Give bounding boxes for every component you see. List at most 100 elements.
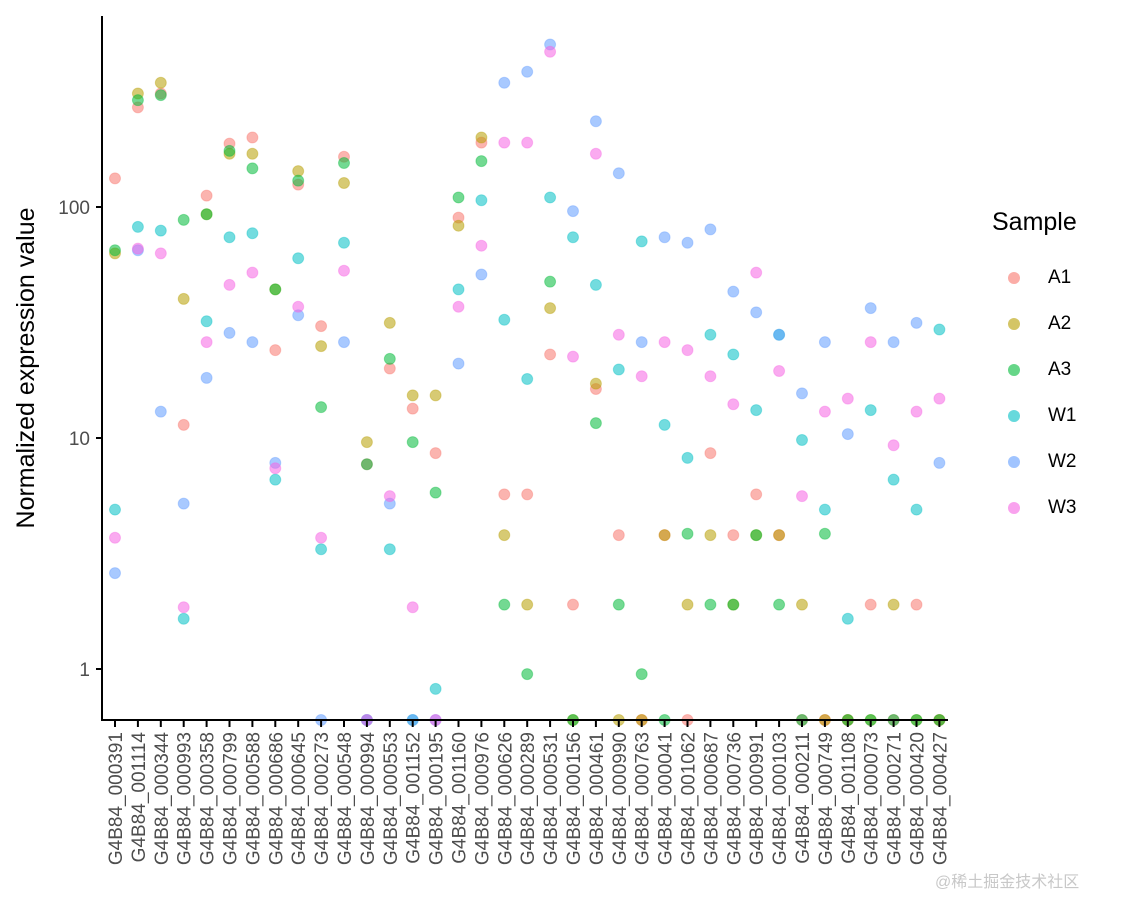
data-point-A2 bbox=[887, 598, 900, 611]
data-point-W2 bbox=[818, 336, 831, 349]
data-point-A3 bbox=[727, 598, 740, 611]
x-axis-ticks: G4B84_000391 G4B84_001114 G4B84_000344 G4B8… bbox=[106, 720, 951, 865]
data-point-A1 bbox=[269, 344, 282, 357]
data-point-W1 bbox=[475, 194, 488, 207]
data-point-W1 bbox=[131, 220, 144, 233]
data-point-A1 bbox=[109, 172, 121, 185]
data-point-A2 bbox=[360, 436, 373, 449]
data-point-W2 bbox=[933, 456, 946, 469]
data-point-W3 bbox=[544, 45, 557, 58]
data-point-A3 bbox=[292, 174, 305, 187]
data-point-W1 bbox=[383, 543, 396, 556]
data-point-W2 bbox=[223, 326, 236, 339]
data-point-W1 bbox=[544, 191, 557, 204]
data-point-A1 bbox=[200, 189, 213, 202]
legend-dot-icon bbox=[1008, 456, 1020, 468]
data-point-A1 bbox=[315, 320, 328, 333]
x-tick-label: G4B84_000195 bbox=[427, 732, 448, 865]
data-point-A3 bbox=[498, 598, 511, 611]
data-point-A2 bbox=[704, 529, 717, 542]
x-tick-label: G4B84_001114 bbox=[129, 732, 150, 863]
data-point-W2 bbox=[864, 302, 877, 315]
data-point-W3 bbox=[383, 490, 396, 503]
data-point-W1 bbox=[612, 363, 625, 376]
data-point-W3 bbox=[910, 405, 923, 418]
data-point-A3 bbox=[452, 191, 465, 204]
x-tick-label: G4B84_000041 bbox=[656, 732, 677, 865]
legend-label: A3 bbox=[1048, 359, 1072, 380]
x-tick-label: G4B84_000391 bbox=[106, 732, 127, 865]
data-point-W1 bbox=[498, 313, 511, 326]
data-point-W1 bbox=[704, 328, 717, 341]
data-point-A2 bbox=[315, 340, 328, 353]
data-point-A2 bbox=[773, 529, 786, 542]
data-point-W3 bbox=[727, 398, 740, 411]
data-point-W3 bbox=[406, 601, 419, 614]
data-point-W3 bbox=[498, 136, 511, 149]
data-point-W3 bbox=[292, 300, 305, 313]
x-tick-label: G4B84_000749 bbox=[816, 732, 837, 865]
data-point-A2 bbox=[475, 131, 488, 144]
data-point-A2 bbox=[429, 389, 442, 402]
x-tick-label: G4B84_001108 bbox=[839, 732, 860, 864]
y-tick-label: 10 bbox=[69, 429, 90, 450]
data-point-W1 bbox=[864, 404, 877, 417]
data-point-W2 bbox=[704, 223, 717, 236]
data-point-W1 bbox=[681, 451, 694, 464]
legend-dot-icon bbox=[1008, 318, 1020, 330]
data-point-W3 bbox=[750, 266, 763, 279]
data-point-A3 bbox=[589, 417, 602, 430]
legend-item-w1: W1 bbox=[992, 393, 1077, 439]
data-point-W1 bbox=[796, 434, 808, 447]
data-point-W3 bbox=[177, 601, 190, 614]
data-point-W1 bbox=[567, 231, 579, 244]
data-point-A3 bbox=[750, 529, 763, 542]
data-point-A3 bbox=[360, 458, 373, 471]
x-tick-label: G4B84_000344 bbox=[152, 732, 173, 866]
data-point-W1 bbox=[933, 323, 946, 336]
data-point-A1 bbox=[704, 447, 717, 460]
data-point-W2 bbox=[796, 387, 808, 400]
x-tick-label: G4B84_000626 bbox=[495, 732, 516, 865]
x-tick-label: G4B84_000990 bbox=[610, 732, 631, 865]
data-point-A3 bbox=[773, 598, 786, 611]
data-point-A3 bbox=[200, 208, 213, 221]
data-point-W3 bbox=[589, 147, 602, 160]
data-point-W1 bbox=[200, 315, 213, 328]
data-point-A1 bbox=[246, 131, 259, 144]
data-point-W3 bbox=[131, 242, 144, 255]
data-point-W1 bbox=[452, 283, 465, 296]
data-point-A3 bbox=[338, 157, 350, 170]
legend-label: W2 bbox=[1048, 451, 1077, 472]
data-point-W3 bbox=[269, 462, 282, 475]
data-point-W1 bbox=[818, 503, 831, 516]
data-point-W1 bbox=[223, 231, 236, 244]
data-point-A2 bbox=[452, 219, 465, 232]
data-point-W1 bbox=[246, 227, 259, 240]
data-point-A3 bbox=[269, 283, 282, 296]
data-point-W1 bbox=[177, 612, 190, 625]
data-point-W1 bbox=[887, 473, 900, 486]
y-tick-label: 1 bbox=[79, 660, 90, 681]
data-point-W3 bbox=[864, 336, 877, 349]
data-point-A2 bbox=[154, 76, 167, 89]
x-tick-label: G4B84_001160 bbox=[450, 732, 471, 864]
data-point-W1 bbox=[841, 612, 854, 625]
x-tick-label: G4B84_000645 bbox=[289, 732, 310, 865]
x-tick-label: G4B84_000991 bbox=[747, 732, 768, 865]
data-point-W3 bbox=[154, 247, 167, 260]
data-point-A1 bbox=[567, 598, 579, 611]
data-point-A2 bbox=[681, 598, 694, 611]
data-point-A3 bbox=[544, 275, 557, 288]
data-point-W2 bbox=[773, 328, 786, 341]
data-point-W1 bbox=[658, 418, 671, 431]
y-axis-title: Normalized expression value bbox=[12, 208, 40, 529]
data-point-W3 bbox=[200, 336, 213, 349]
x-tick-label: G4B84_000553 bbox=[381, 732, 402, 865]
data-point-A3 bbox=[177, 213, 190, 226]
data-point-W2 bbox=[452, 357, 465, 370]
data-point-A1 bbox=[612, 529, 625, 542]
data-point-W3 bbox=[658, 336, 671, 349]
legend-dot-icon bbox=[1008, 410, 1020, 422]
x-tick-label: G4B84_000289 bbox=[518, 732, 539, 865]
